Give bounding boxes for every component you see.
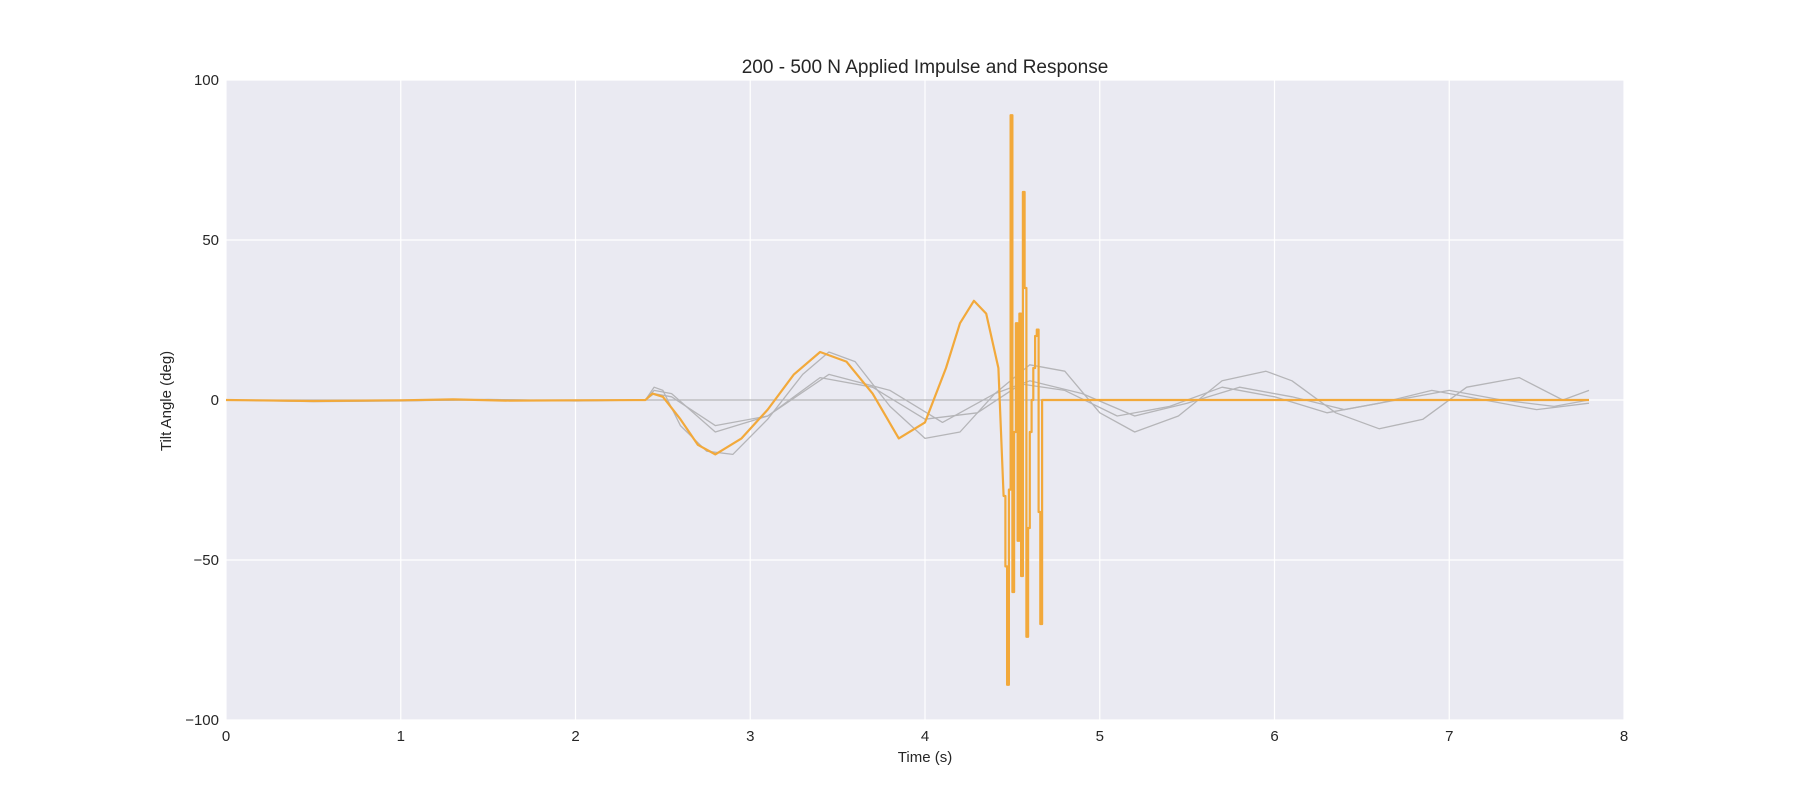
y-tick-label: 100	[194, 72, 219, 89]
y-tick-layer: −100 −50 0 50 100	[185, 72, 219, 729]
x-tick-label: 5	[1096, 728, 1104, 745]
x-tick-label: 0	[222, 728, 230, 745]
x-tick-label: 1	[397, 728, 405, 745]
y-axis-label: Tilt Angle (deg)	[158, 351, 175, 451]
x-tick-label: 8	[1620, 728, 1628, 745]
x-tick-label: 6	[1270, 728, 1278, 745]
x-axis-label: Time (s)	[898, 749, 952, 766]
y-tick-label: −100	[185, 712, 219, 729]
x-tick-label: 3	[746, 728, 754, 745]
y-tick-label: −50	[194, 552, 219, 569]
x-tick-label: 2	[571, 728, 579, 745]
y-tick-label: 0	[211, 392, 219, 409]
y-tick-label: 50	[202, 232, 219, 249]
chart-title: 200 - 500 N Applied Impulse and Response	[742, 57, 1109, 78]
x-tick-label: 4	[921, 728, 929, 745]
x-tick-label: 7	[1445, 728, 1453, 745]
x-tick-layer: 0 1 2 3 4 5 6 7 8	[222, 728, 1628, 745]
